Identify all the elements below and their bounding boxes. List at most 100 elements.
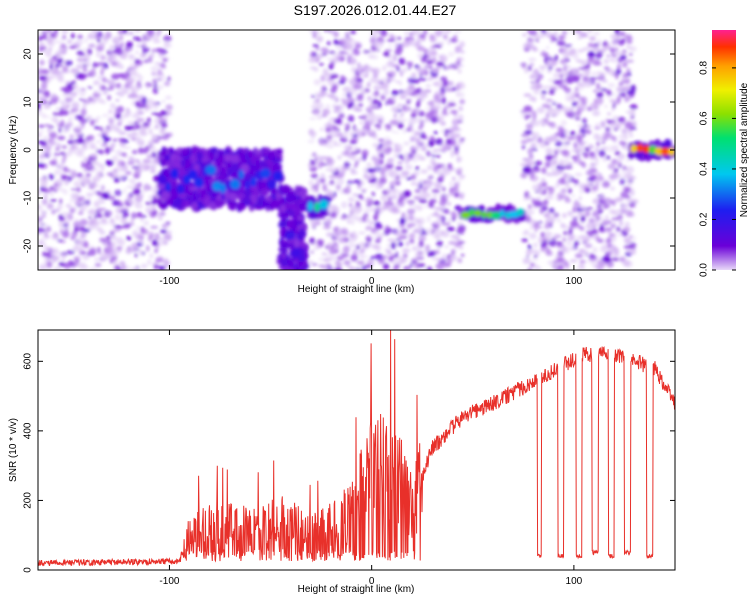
spectrogram-noise-cell [369, 77, 378, 83]
spectrogram-noise-cell [426, 59, 433, 65]
spectrogram-noise-cell [599, 229, 607, 233]
spectrogram-noise-cell [407, 266, 411, 270]
spectrogram-noise-cell [82, 98, 86, 102]
spectrogram-noise-cell [378, 138, 385, 142]
spectrogram-noise-cell [311, 50, 315, 56]
spectrogram-noise-cell [165, 104, 173, 111]
spectrogram-noise-cell [545, 46, 550, 50]
spectrogram-noise-cell [353, 49, 361, 56]
spectrogram-noise-cell [90, 167, 99, 171]
spectrogram-signal-halo [263, 148, 269, 157]
spectrogram-noise-cell [400, 112, 404, 116]
spectrogram-noise-cell [354, 43, 362, 49]
spectrogram-noise-cell [63, 129, 67, 134]
spectrogram-noise-cell [380, 82, 389, 90]
spectrogram-signal-halo [204, 180, 210, 185]
spectrogram-signal-halo [293, 275, 300, 284]
spectrogram-noise-cell [349, 232, 354, 239]
spectrogram-noise-cell [41, 81, 49, 85]
spectrogram-noise-cell [160, 229, 167, 234]
spectrogram-noise-cell [138, 140, 145, 147]
spectrogram-signal-halo [164, 161, 173, 167]
spectrogram-signal-halo [189, 154, 199, 163]
spectrogram-noise-cell [614, 151, 621, 156]
spectrogram-noise-cell [319, 127, 324, 132]
spectrogram-noise-cell [70, 148, 75, 153]
spectrogram-noise-cell [531, 219, 536, 224]
spectrogram-noise-cell [51, 209, 56, 215]
spectrogram-noise-cell [377, 36, 383, 42]
spectrogram-noise-cell [629, 126, 634, 130]
spectrogram-noise-cell [325, 219, 329, 226]
spectrogram-noise-cell [137, 248, 143, 256]
spectrogram-noise-cell [593, 179, 603, 184]
spectrogram-noise-cell [115, 99, 120, 102]
spectrogram-noise-cell [593, 32, 600, 36]
spectrogram-noise-cell [134, 30, 142, 33]
spectrogram-noise-cell [131, 212, 138, 219]
spectrogram-noise-cell [458, 246, 463, 250]
spectrogram-noise-cell [356, 206, 363, 213]
spectrogram-noise-cell [382, 263, 390, 270]
spectrogram-signal-halo [255, 181, 262, 188]
spectrogram-noise-cell [352, 91, 359, 96]
spectrogram-noise-cell [377, 125, 381, 130]
spectrogram-noise-cell [316, 35, 324, 43]
spectrogram-noise-cell [451, 249, 455, 256]
spectrogram-noise-cell [565, 183, 570, 189]
colorbar-ticks: 0.00.20.40.60.8 [699, 61, 736, 277]
spectrogram-noise-cell [165, 95, 172, 100]
spectrogram-noise-cell [77, 34, 83, 40]
spectrogram-noise-cell [442, 79, 449, 88]
spectrogram-noise-cell [423, 205, 431, 209]
spectrogram-signal-halo [289, 218, 295, 226]
spectrogram-noise-cell [551, 164, 555, 172]
spectrogram-noise-cell [58, 64, 64, 67]
spectrogram-noise-cell [601, 181, 611, 188]
spectrogram-noise-cell [397, 103, 403, 108]
spectrogram-noise-cell [626, 45, 630, 49]
spectrogram-noise-cell [108, 195, 116, 201]
spectrogram-noise-cell [365, 197, 373, 204]
spectrogram-noise-cell [521, 238, 529, 243]
spectrogram-signal-halo [197, 200, 203, 210]
spectrogram-signal-halo [284, 201, 290, 211]
spectrogram-noise-cell [576, 82, 585, 87]
spectrogram-noise-cell [558, 34, 564, 42]
spectrogram-signal-halo [280, 272, 289, 282]
spectrogram-noise-cell [349, 145, 353, 151]
spectrogram-noise-cell [323, 109, 331, 116]
spectrogram-noise-cell [629, 91, 635, 98]
spectrogram-noise-cell [376, 158, 381, 165]
spectrogram-noise-cell [610, 69, 615, 73]
spectrogram-noise-cell [419, 123, 424, 127]
spectrogram-noise-cell [575, 59, 582, 63]
spectrogram-noise-cell [123, 187, 127, 195]
spectrogram-noise-cell [128, 56, 137, 61]
spectrogram-noise-cell [521, 33, 528, 37]
spectrogram-noise-cell [147, 141, 155, 145]
spectrogram-noise-cell [348, 203, 353, 207]
spectrogram-signal-halo [181, 200, 191, 209]
spectrogram-noise-cell [332, 52, 337, 59]
spectrogram-noise-cell [103, 131, 109, 137]
spectrogram-noise-cell [48, 131, 58, 139]
spectrogram-noise-cell [108, 109, 113, 114]
spectrogram-noise-cell [156, 30, 162, 35]
spectrogram-signal-halo [227, 201, 236, 211]
spectrogram-noise-cell [128, 179, 136, 183]
spectrogram-noise-cell [539, 142, 547, 148]
spectrogram-noise-cell [108, 211, 112, 215]
spectrogram-noise-cell [587, 144, 594, 149]
spectrogram-noise-cell [523, 43, 527, 50]
spectrogram-noise-cell [61, 257, 65, 262]
spectrogram-noise-cell [354, 67, 362, 73]
spectrogram-noise-cell [606, 250, 610, 256]
spectrogram-noise-cell [426, 215, 431, 223]
spectrogram-noise-cell [110, 61, 118, 67]
spectrogram-noise-cell [357, 157, 363, 162]
spectrogram-noise-cell [38, 89, 46, 94]
spectrogram-noise-cell [44, 234, 50, 239]
spectrogram-noise-cell [362, 154, 367, 162]
spectrogram-noise-cell [422, 192, 431, 199]
